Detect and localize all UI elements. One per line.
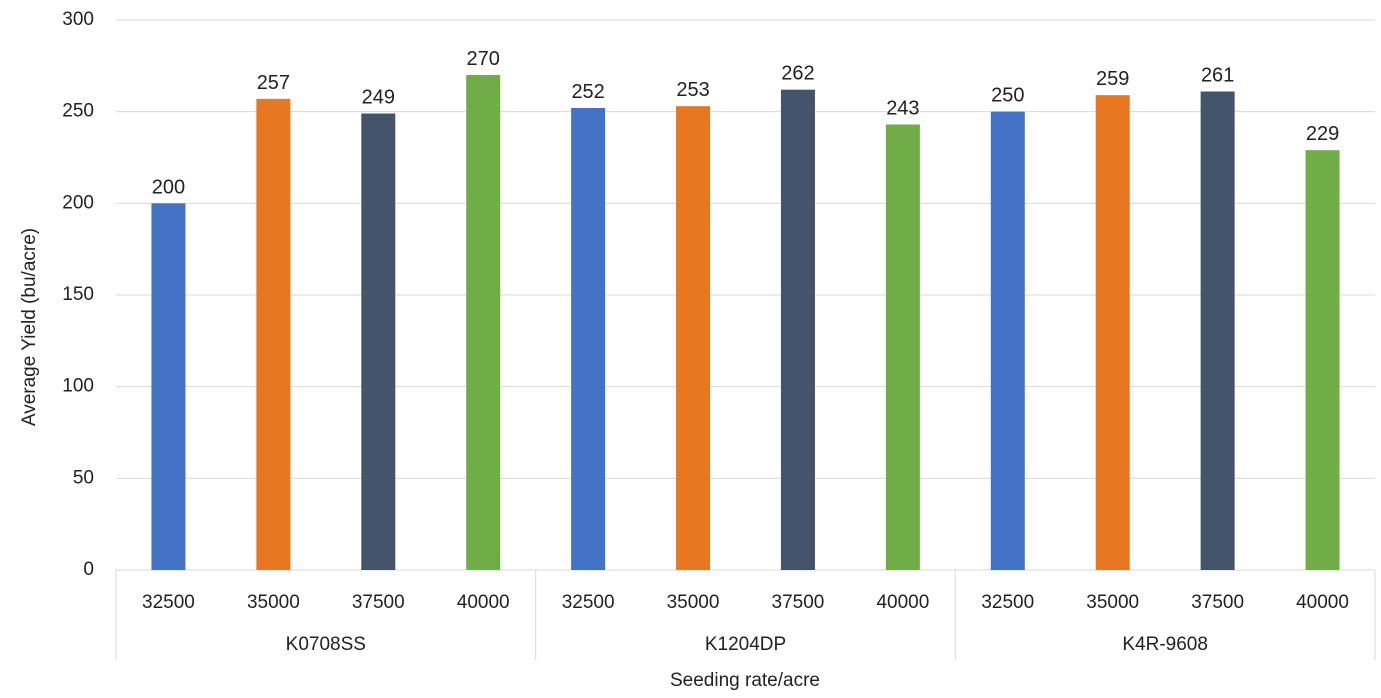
x-category-label: 35000 [1086, 592, 1139, 613]
bars [151, 75, 1340, 571]
bar [361, 113, 396, 570]
x-category-label: 40000 [876, 592, 929, 613]
y-tick-label: 150 [62, 284, 94, 305]
data-label: 229 [1306, 123, 1339, 145]
bar [256, 98, 291, 570]
data-label: 259 [1096, 68, 1129, 90]
data-label: 249 [362, 87, 395, 109]
x-group-label: K4R-9608 [1122, 634, 1208, 655]
data-label: 243 [886, 98, 919, 120]
bar [676, 106, 711, 571]
x-category-label: 32500 [142, 592, 195, 613]
x-axis: 32500 35000 37500 40000 K0708SS 32500 35000 375… [115, 570, 1376, 660]
data-label: 262 [781, 63, 814, 85]
y-tick-label: 50 [73, 467, 94, 488]
y-tick-label: 300 [62, 9, 94, 30]
data-label: 252 [571, 81, 604, 103]
bar [885, 124, 920, 570]
y-axis-title: Average Yield (bu/acre) [19, 228, 40, 426]
x-group-label: K0708SS [286, 634, 366, 655]
y-tick-label: 0 [83, 559, 94, 580]
x-category-label: 32500 [981, 592, 1034, 613]
x-category-label: 35000 [247, 592, 300, 613]
bar [1095, 95, 1130, 571]
data-label: 257 [257, 72, 290, 94]
x-category-label: 37500 [352, 592, 405, 613]
data-label: 261 [1201, 65, 1234, 87]
x-category-label: 37500 [772, 592, 825, 613]
data-label: 200 [152, 176, 185, 198]
y-tick-label: 200 [62, 192, 94, 213]
bar [466, 75, 501, 570]
x-category-label: 32500 [562, 592, 615, 613]
data-label: 253 [676, 79, 709, 101]
data-label: 270 [467, 48, 500, 70]
x-axis-title: Seeding rate/acre [670, 670, 820, 691]
bar [571, 108, 606, 570]
data-labels: 200 257 249 270 252 253 262 243 250 259 261 229 [152, 48, 1339, 198]
bar [780, 89, 815, 571]
x-category-label: 40000 [1296, 592, 1349, 613]
y-tick-label: 100 [62, 376, 94, 397]
bar [151, 203, 186, 571]
y-axis-ticks: 0 50 100 150 200 250 300 [62, 9, 94, 580]
x-category-label: 40000 [457, 592, 510, 613]
data-label: 250 [991, 85, 1024, 107]
bar [1305, 150, 1340, 570]
x-group-label: K1204DP [705, 634, 786, 655]
y-tick-label: 250 [62, 101, 94, 122]
x-category-label: 37500 [1191, 592, 1244, 613]
gridlines [116, 19, 1375, 571]
bar [990, 111, 1025, 571]
bar [1200, 91, 1235, 570]
x-category-label: 35000 [667, 592, 720, 613]
